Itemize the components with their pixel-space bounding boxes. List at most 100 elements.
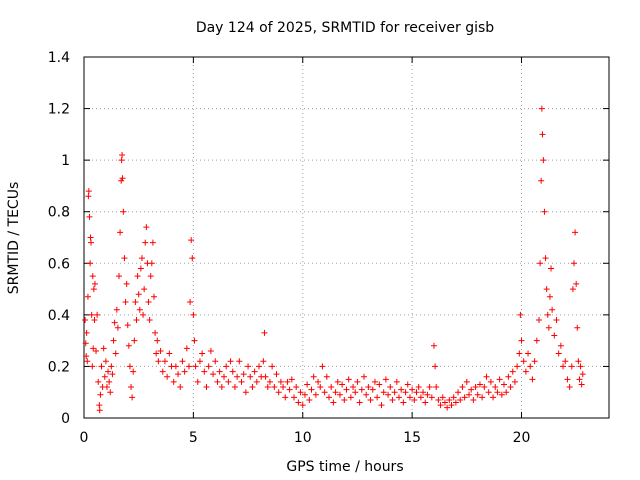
data-point: [435, 396, 442, 403]
x-axis-label: GPS time / hours: [286, 459, 403, 475]
data-point: [492, 384, 499, 391]
data-point: [179, 358, 186, 365]
data-point: [343, 386, 350, 393]
data-point: [216, 368, 223, 375]
data-point: [575, 358, 582, 365]
data-point: [236, 358, 243, 365]
data-point: [411, 396, 418, 403]
data-point: [444, 404, 451, 411]
data-point: [186, 363, 192, 370]
data-point: [549, 306, 556, 313]
x-tick-label: 10: [294, 430, 312, 446]
data-point: [328, 384, 335, 391]
y-tick-label: 0.4: [48, 308, 70, 324]
data-point: [175, 371, 182, 378]
data-point: [321, 389, 328, 396]
data-point: [249, 384, 256, 391]
data-point: [361, 373, 367, 380]
data-point: [94, 311, 101, 318]
data-point: [188, 237, 195, 244]
data-point: [166, 350, 173, 357]
data-point: [446, 396, 453, 403]
data-point: [96, 402, 103, 409]
data-point: [579, 371, 586, 378]
data-point: [431, 342, 437, 349]
data-point: [428, 394, 435, 401]
data-point: [105, 368, 112, 375]
data-point: [398, 386, 405, 393]
data-point: [365, 384, 372, 391]
data-point: [155, 358, 162, 365]
data-point: [461, 394, 468, 401]
data-point: [385, 391, 392, 398]
data-point: [573, 280, 580, 287]
data-point: [152, 329, 159, 336]
data-point: [231, 384, 238, 391]
data-point: [136, 306, 143, 313]
data-point: [183, 345, 190, 352]
data-point: [400, 399, 407, 406]
x-tick-label: 0: [80, 430, 89, 446]
data-point: [363, 391, 370, 398]
data-point: [546, 293, 553, 300]
x-tick-label: 20: [513, 430, 531, 446]
data-point: [326, 394, 332, 401]
y-tick-label: 0: [61, 411, 70, 427]
data-point: [310, 373, 317, 380]
data-point: [181, 368, 188, 375]
data-point: [191, 337, 198, 344]
data-point: [505, 373, 512, 380]
data-point: [262, 373, 269, 380]
data-point: [354, 378, 361, 385]
data-point: [277, 378, 284, 385]
data-point: [527, 363, 534, 370]
chart-title: Day 124 of 2025, SRMTID for receiver gis…: [196, 20, 494, 36]
data-point: [129, 394, 136, 401]
data-point: [203, 384, 210, 391]
data-point: [119, 151, 126, 158]
data-point: [135, 291, 142, 298]
data-point: [571, 260, 577, 267]
data-point: [433, 384, 440, 391]
data-point: [87, 260, 94, 267]
data-point: [146, 317, 153, 324]
data-point: [336, 391, 343, 398]
data-point: [485, 389, 492, 396]
data-point: [299, 402, 306, 409]
data-point: [172, 363, 179, 370]
data-point: [192, 363, 199, 370]
data-point: [432, 363, 439, 370]
data-point: [501, 381, 507, 388]
data-point: [102, 358, 109, 365]
data-point: [120, 208, 127, 215]
data-point: [387, 384, 394, 391]
data-point: [282, 394, 289, 401]
data-point: [194, 378, 201, 385]
data-point: [97, 391, 104, 398]
data-point: [487, 378, 494, 385]
data-point: [223, 363, 230, 370]
data-point: [210, 371, 217, 378]
data-point: [574, 324, 581, 331]
data-point: [98, 363, 105, 370]
data-point: [555, 350, 562, 357]
data-point: [108, 363, 115, 370]
data-point: [503, 389, 510, 396]
data-point: [247, 373, 254, 380]
data-point: [154, 337, 161, 344]
data-point: [89, 363, 96, 370]
data-point: [130, 368, 137, 375]
data-point: [426, 384, 433, 391]
data-point: [207, 347, 214, 354]
data-point: [566, 384, 573, 391]
data-point: [149, 239, 156, 246]
data-point: [275, 389, 282, 396]
data-point: [529, 376, 536, 383]
data-point: [577, 363, 584, 370]
data-point: [161, 358, 168, 365]
data-point: [82, 317, 89, 324]
data-point: [122, 298, 129, 305]
data-point: [413, 389, 420, 396]
data-point: [358, 386, 365, 393]
data-point: [540, 157, 547, 164]
